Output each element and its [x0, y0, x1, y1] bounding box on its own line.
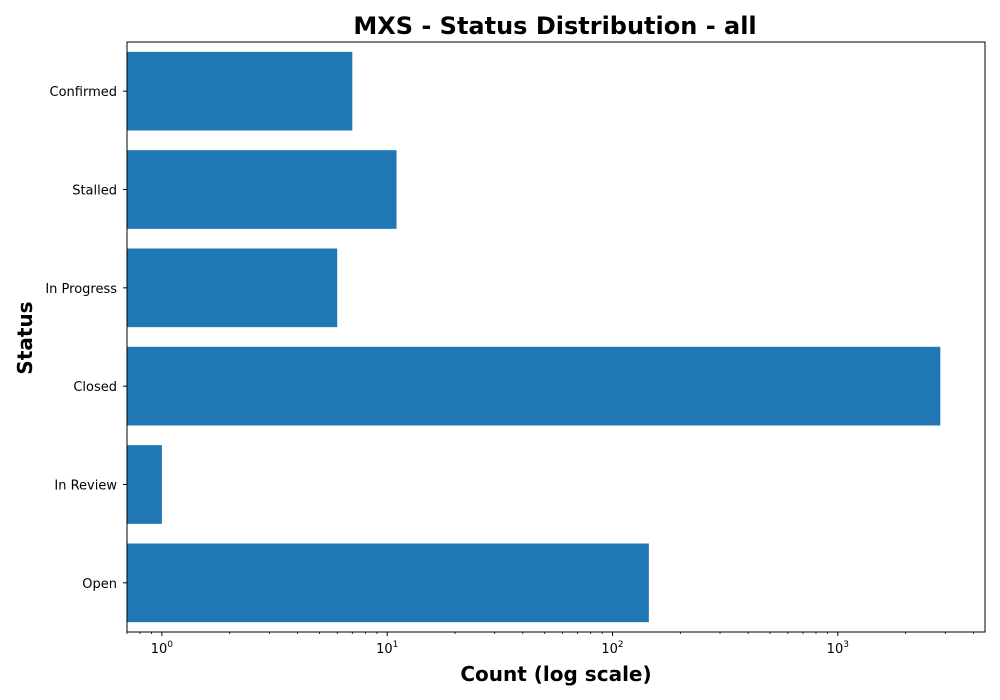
y-tick-label: Closed — [73, 380, 117, 395]
x-tick-label: 103 — [827, 640, 849, 657]
bar-confirmed — [127, 51, 353, 131]
y-axis-label: Status — [13, 301, 37, 374]
bar-in-review — [127, 445, 162, 524]
x-tick-label: 100 — [151, 640, 174, 657]
x-axis-ticks: 100 101 102 103 — [126, 632, 974, 657]
bar-closed — [127, 346, 941, 426]
y-tick-label: Open — [82, 577, 117, 592]
x-tick-label: 102 — [601, 640, 623, 657]
y-tick-label: In Review — [54, 479, 117, 494]
y-tick-label: Stalled — [72, 184, 117, 199]
chart-title: MXS - Status Distribution - all — [353, 12, 756, 40]
bar-open — [127, 543, 649, 623]
y-tick-label: In Progress — [45, 282, 117, 297]
bar-stalled — [127, 150, 397, 229]
x-axis-label: Count (log scale) — [460, 662, 651, 686]
x-tick-label: 101 — [376, 640, 398, 657]
bars-group — [127, 51, 941, 623]
y-axis-ticks: Open In Review Closed In Progress Stalled Con… — [45, 85, 127, 592]
y-tick-label: Confirmed — [50, 85, 118, 100]
bar-in-progress — [127, 248, 338, 328]
plot-frame — [126, 41, 986, 633]
